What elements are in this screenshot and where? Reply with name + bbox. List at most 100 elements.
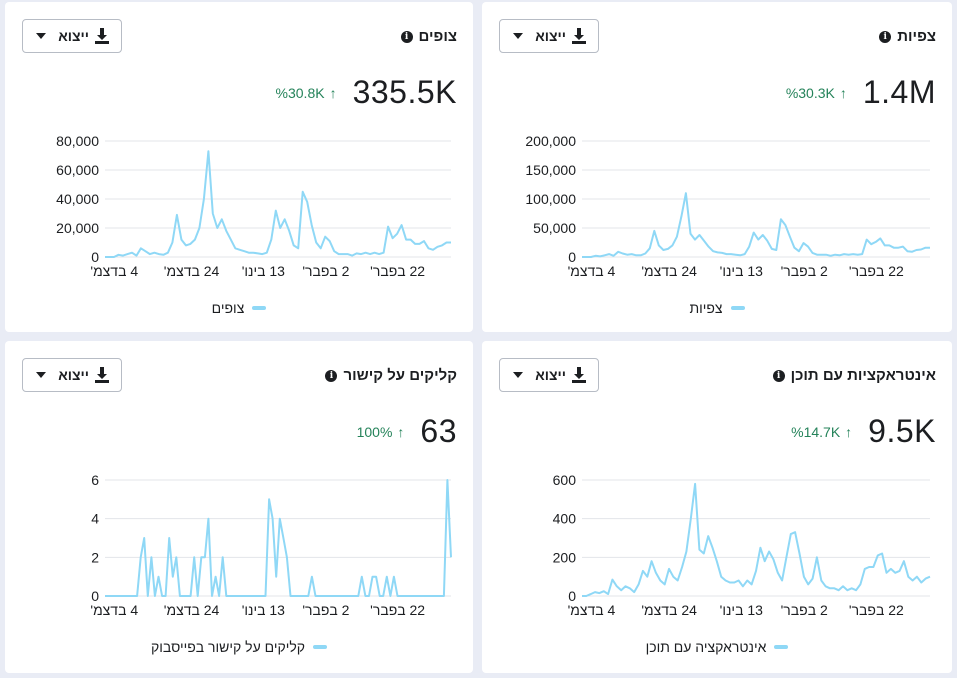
metric-value: 63 <box>420 413 457 449</box>
legend-label: צפיות <box>689 300 723 316</box>
card-title: אינטראקציות עם תוכן i <box>772 367 936 384</box>
legend[interactable]: אינטראקציה עם תוכן <box>482 639 952 655</box>
legend-swatch <box>252 306 267 310</box>
card-content-interactions: אינטראקציות עם תוכן i ייצוא %14.7K ↑ 9.5K… <box>482 341 952 673</box>
metric-row: %14.7K ↑ 9.5K <box>791 413 936 450</box>
x-tick-label: 22 בפבר' <box>849 602 904 618</box>
y-tick-label: 0 <box>91 588 99 604</box>
export-label: ייצוא <box>58 28 89 44</box>
line-chart: 200,000 150,000 100,000 50,000 04 בדצמ' 24 בד… <box>525 133 930 279</box>
x-tick-label: 2 בפבר' <box>302 263 349 279</box>
export-label: ייצוא <box>535 367 566 383</box>
series-line[interactable] <box>105 150 451 258</box>
download-icon <box>95 28 109 44</box>
y-tick-label: 60,000 <box>56 162 99 178</box>
y-tick-label: 0 <box>91 249 99 265</box>
arrow-up-icon: ↑ <box>397 423 405 440</box>
export-button[interactable]: ייצוא <box>22 19 122 53</box>
metric-change: 100% ↑ <box>356 423 405 440</box>
y-tick-label: 400 <box>553 511 577 527</box>
metric-change: %14.7K ↑ <box>791 423 853 440</box>
y-tick-label: 6 <box>91 472 99 488</box>
y-tick-label: 200 <box>553 549 577 565</box>
metric-change: %30.8K ↑ <box>275 84 337 101</box>
metric-value: 9.5K <box>868 413 936 449</box>
export-label: ייצוא <box>58 367 89 383</box>
legend-swatch <box>730 306 745 310</box>
x-tick-label: 2 בפבר' <box>781 263 828 279</box>
x-tick-label: 22 בפבר' <box>370 263 425 279</box>
series-line[interactable] <box>582 192 930 258</box>
y-tick-label: 50,000 <box>533 220 576 236</box>
info-icon[interactable]: i <box>772 369 785 382</box>
y-tick-label: 2 <box>91 549 99 565</box>
legend-label: קליקים על קישור בפייסבוק <box>150 639 306 655</box>
y-tick-label: 80,000 <box>56 133 99 149</box>
info-icon[interactable]: i <box>879 30 892 43</box>
series-line[interactable] <box>582 482 931 597</box>
x-tick-label: 4 בדצמ' <box>568 263 616 279</box>
x-tick-label: 24 בדצמ' <box>164 602 220 618</box>
y-tick-label: 40,000 <box>56 191 99 207</box>
metric-row: %30.8K ↑ 335.5K <box>276 74 457 111</box>
metric-value: 335.5K <box>352 74 457 110</box>
download-icon <box>95 367 109 383</box>
export-label: ייצוא <box>535 28 566 44</box>
legend-label: אינטראקציה עם תוכן <box>645 639 767 655</box>
line-chart: 600 400 200 04 בדצמ' 24 בדצמ' 13 בינו' 2 בפבר'… <box>553 472 931 618</box>
legend[interactable]: צפיות <box>482 300 952 316</box>
y-tick-label: 0 <box>568 588 576 604</box>
export-button[interactable]: ייצוא <box>499 358 599 392</box>
series-line[interactable] <box>105 479 452 597</box>
line-chart: 80,000 60,000 40,000 20,000 04 בדצמ' 24 בדצמ'… <box>56 133 451 279</box>
y-tick-label: 100,000 <box>525 191 576 207</box>
export-button[interactable]: ייצוא <box>22 358 122 392</box>
download-icon <box>572 367 586 383</box>
y-tick-label: 600 <box>553 472 577 488</box>
x-tick-label: 13 בינו' <box>720 263 763 279</box>
caret-down-icon <box>36 372 46 378</box>
x-tick-label: 4 בדצמ' <box>90 263 138 279</box>
x-tick-label: 24 בדצמ' <box>641 602 697 618</box>
metric-value: 1.4M <box>862 74 936 110</box>
x-tick-label: 13 בינו' <box>720 602 763 618</box>
card-title: צפיות i <box>879 28 936 45</box>
line-chart: 6 4 2 04 בדצמ' 24 בדצמ' 13 בינו' 2 בפבר' 22 בפב… <box>90 472 452 618</box>
info-icon[interactable]: i <box>325 369 338 382</box>
legend-label: צופים <box>211 300 245 316</box>
caret-down-icon <box>513 33 523 39</box>
info-icon[interactable]: i <box>400 30 413 43</box>
x-tick-label: 22 בפבר' <box>849 263 904 279</box>
caret-down-icon <box>36 33 46 39</box>
y-tick-label: 4 <box>91 511 99 527</box>
y-tick-label: 0 <box>568 249 576 265</box>
legend[interactable]: קליקים על קישור בפייסבוק <box>5 639 473 655</box>
card-title: צופים i <box>400 28 457 45</box>
metric-row: %30.3K ↑ 1.4M <box>786 74 936 111</box>
y-tick-label: 150,000 <box>525 162 576 178</box>
card-viewers: צופים i ייצוא %30.8K ↑ 335.5K 80,000 60,00… <box>5 2 473 332</box>
metric-change: %30.3K ↑ <box>785 84 847 101</box>
x-tick-label: 24 בדצמ' <box>164 263 220 279</box>
x-tick-label: 2 בפבר' <box>781 602 828 618</box>
export-button[interactable]: ייצוא <box>499 19 599 53</box>
card-views: צפיות i ייצוא %30.3K ↑ 1.4M 200,000 150,00… <box>482 2 952 332</box>
metric-row: 100% ↑ 63 <box>357 413 457 450</box>
y-tick-label: 200,000 <box>525 133 576 149</box>
legend-swatch <box>774 645 789 649</box>
arrow-up-icon: ↑ <box>839 84 847 101</box>
card-title: קליקים על קישור i <box>325 367 457 384</box>
download-icon <box>572 28 586 44</box>
legend[interactable]: צופים <box>5 300 473 316</box>
x-tick-label: 24 בדצמ' <box>641 263 697 279</box>
y-tick-label: 20,000 <box>56 220 99 236</box>
legend-swatch <box>313 645 328 649</box>
x-tick-label: 4 בדצמ' <box>568 602 616 618</box>
arrow-up-icon: ↑ <box>845 423 853 440</box>
x-tick-label: 4 בדצמ' <box>90 602 138 618</box>
x-tick-label: 13 בינו' <box>242 263 285 279</box>
arrow-up-icon: ↑ <box>329 84 337 101</box>
x-tick-label: 22 בפבר' <box>370 602 425 618</box>
caret-down-icon <box>513 372 523 378</box>
